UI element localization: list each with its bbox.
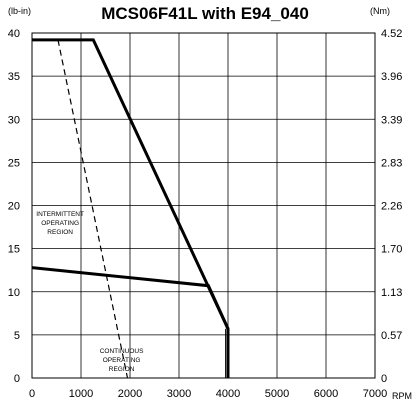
right-tick-label: 0.57 [381, 330, 402, 342]
right-tick-label: 2.26 [381, 201, 402, 213]
right-tick-label: 3.39 [381, 114, 402, 126]
x-tick-label: 4000 [216, 388, 240, 400]
right-tick-label: 1.13 [381, 287, 402, 299]
series-lines [31, 38, 230, 379]
annotation-text: OPERATING [103, 357, 141, 364]
series-line-2 [31, 266, 230, 330]
left-axis-unit: (lb-in) [8, 6, 31, 16]
chart-title: MCS06F41L with E94_040 [101, 4, 309, 23]
x-axis-unit: RPM [392, 391, 412, 401]
right-tick-label: 2.83 [381, 157, 402, 169]
x-tick-label: 3000 [167, 388, 191, 400]
series-line-1 [32, 38, 230, 378]
y-tick-label: 35 [8, 71, 20, 83]
right-tick-label: 1.70 [381, 244, 402, 256]
annotation-text: REGION [47, 229, 73, 236]
x-tick-label: 5000 [265, 388, 289, 400]
y-tick-label: 0 [14, 373, 20, 385]
y-tick-label: 5 [14, 330, 20, 342]
right-tick-label: 3.96 [381, 71, 402, 83]
annotation-text: CONTINUOUS [100, 348, 144, 355]
y-tick-label: 20 [8, 201, 20, 213]
x-tick-label: 0 [29, 388, 35, 400]
x-tick-label: 2000 [118, 388, 142, 400]
right-tick-label: 4.52 [381, 28, 402, 40]
annotation-text: OPERATING [41, 220, 79, 227]
annotations: INTERMITTENT OPERATING REGION CONTINUOUS OPE… [36, 211, 144, 373]
y-tick-label: 10 [8, 287, 20, 299]
y-tick-label: 25 [8, 157, 20, 169]
right-axis-unit: (Nm) [370, 6, 390, 16]
x-tick-label: 1000 [69, 388, 93, 400]
plot-frame [31, 32, 376, 379]
y-tick-label: 30 [8, 114, 20, 126]
y-tick-label: 15 [8, 244, 20, 256]
x-tick-label: 7000 [363, 388, 387, 400]
x-tick-label: 6000 [314, 388, 338, 400]
right-tick-label: 0 [381, 373, 387, 385]
y-tick-label: 40 [8, 28, 20, 40]
grid [31, 32, 376, 379]
annotation-text: REGION [109, 366, 135, 373]
series-line-3 [57, 39, 129, 379]
annotation-text: INTERMITTENT [36, 211, 84, 218]
